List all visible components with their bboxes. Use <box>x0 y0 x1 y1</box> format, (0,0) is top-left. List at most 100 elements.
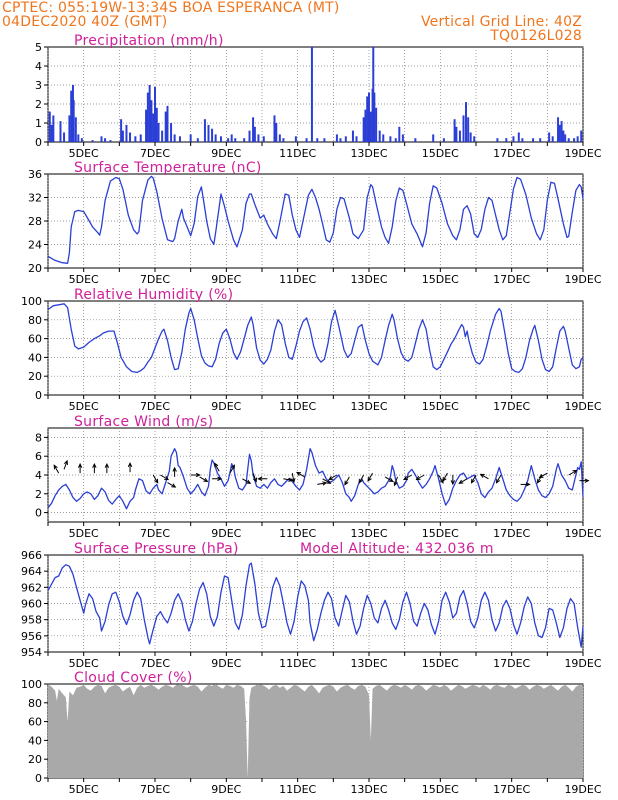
precipitation-bar <box>243 138 246 142</box>
precipitation-bar <box>382 134 385 142</box>
wind-arrow-head <box>572 469 578 475</box>
wind-arrow-shaft <box>160 474 169 480</box>
wind-arrow-head <box>584 478 590 483</box>
precipitation-bar <box>567 138 570 142</box>
wind-arrow-shaft <box>53 465 60 474</box>
precipitation-bar <box>70 90 73 142</box>
wind-arrow-head <box>53 464 58 470</box>
precipitation-bar <box>378 130 381 142</box>
precipitation-bar <box>155 107 158 142</box>
wind-arrow-head <box>164 475 170 481</box>
wind-x-tick-label: 7DEC <box>140 527 170 540</box>
wind-arrow-head <box>203 477 209 482</box>
pressure-y-tick-label: 962 <box>21 581 42 594</box>
precipitation-bar <box>214 134 217 142</box>
wind-arrow-shaft <box>442 472 448 482</box>
pressure-y-tick-label: 956 <box>21 630 42 643</box>
pressure-y-tick-label: 958 <box>21 614 42 627</box>
wind-arrow-shaft <box>317 482 327 485</box>
precipitation-bar <box>442 138 445 142</box>
humidity-x-tick-label: 17DEC <box>493 400 530 413</box>
wind-arrow-head <box>450 480 456 486</box>
precipitation-bar <box>375 107 378 142</box>
wind-arrow-shaft <box>471 474 477 484</box>
humidity-x-tick-label: 9DEC <box>211 400 241 413</box>
wind-arrow-head <box>291 477 296 484</box>
precipitation-bar <box>573 138 576 142</box>
wind-arrow-head <box>322 481 328 486</box>
model-id: TQ0126L028 <box>490 28 582 44</box>
precipitation-bar <box>63 132 66 142</box>
precipitation-x-tick-label: 19DEC <box>564 147 601 160</box>
precipitation-bar <box>455 126 458 142</box>
humidity-series-line <box>47 303 584 374</box>
temperature-x-tick-label: 5DEC <box>69 273 99 286</box>
precipitation-bar <box>219 136 222 142</box>
precipitation-bar <box>521 138 524 142</box>
precipitation-x-tick-label: 11DEC <box>279 147 316 160</box>
precipitation-bar <box>364 109 367 142</box>
wind-arrow-head <box>388 477 394 482</box>
temperature-y-tick-label: 28 <box>28 215 42 228</box>
temperature-title: Surface Temperature (nC) <box>74 160 262 176</box>
precipitation-bar <box>120 119 123 142</box>
model-run-date: 04DEC2020 40Z (GMT) <box>2 14 168 30</box>
pressure-y-tick-label: 960 <box>21 598 42 611</box>
wind-arrow-shaft <box>328 474 338 480</box>
temperature-x-tick-label: 17DEC <box>493 273 530 286</box>
wind-arrow-head <box>442 476 447 482</box>
pressure-series-line <box>47 562 584 648</box>
precipitation-bar <box>462 115 465 142</box>
precipitation-bar <box>323 138 326 142</box>
precipitation-y-tick-label: 2 <box>35 98 42 111</box>
wind-arrow-head <box>154 478 159 484</box>
precipitation-x-tick-label: 5DEC <box>69 147 99 160</box>
wind-series-line <box>47 448 584 510</box>
precipitation-bar <box>580 130 583 142</box>
precipitation-bar <box>564 134 567 142</box>
wind-arrow-head <box>538 474 544 479</box>
pressure-x-tick-label: 15DEC <box>422 657 459 670</box>
precipitation-bar <box>369 111 372 142</box>
precipitation-bar <box>532 138 535 142</box>
wind-arrow-shaft <box>252 472 257 482</box>
cloud-cover-y-tick-label: 40 <box>28 734 42 747</box>
precipitation-x-tick-label: 7DEC <box>140 147 170 160</box>
cloud-cover-x-tick-label: 15DEC <box>422 783 459 796</box>
wind-arrow-shaft <box>214 463 220 472</box>
cloud-cover-y-tick-label: 20 <box>28 753 42 766</box>
precipitation-bar <box>351 130 354 142</box>
cloud-cover-area <box>48 684 583 778</box>
precipitation-bar <box>373 92 376 142</box>
wind-arrow-head <box>479 473 485 478</box>
cloud-cover-x-tick-label: 5DEC <box>69 783 99 796</box>
model-altitude-label: Model Altitude: 432.036 m <box>300 541 494 557</box>
precipitation-bar <box>335 134 338 142</box>
humidity-y-tick-label: 40 <box>28 351 42 364</box>
precipitation-bar <box>458 130 461 142</box>
pressure-title: Surface Pressure (hPa) <box>74 541 239 557</box>
precipitation-bar <box>517 132 520 142</box>
wind-arrow-head <box>393 481 398 487</box>
precipitation-bar <box>148 85 151 142</box>
precipitation-bar <box>227 138 230 142</box>
temperature-y-tick-label: 32 <box>28 192 42 205</box>
precipitation-bar <box>394 138 397 142</box>
wind-y-tick-label: 6 <box>35 450 42 463</box>
wind-arrow-shaft <box>459 478 468 484</box>
precipitation-bar <box>257 134 260 142</box>
precipitation-title: Precipitation (mm/h) <box>74 33 224 49</box>
wind-arrow-shaft <box>199 476 208 482</box>
precipitation-bar <box>278 134 281 142</box>
precipitation-bar <box>100 136 103 142</box>
cloud-cover-panel: 0 20 40 60 80 100 5DEC 7DEC 9DEC 11DEC 13DEC 15DEC 1… <box>21 670 602 796</box>
precipitation-bar <box>72 100 75 142</box>
temperature-x-tick-label: 19DEC <box>564 273 601 286</box>
wind-arrow-shaft <box>322 478 331 484</box>
precipitation-bar <box>432 134 435 142</box>
precipitation-bar <box>173 134 176 142</box>
cloud-cover-title: Cloud Cover (%) <box>74 670 193 686</box>
pressure-x-tick-label: 19DEC <box>564 657 601 670</box>
wind-arrow-shaft <box>291 473 295 483</box>
precipitation-bar <box>145 109 148 142</box>
